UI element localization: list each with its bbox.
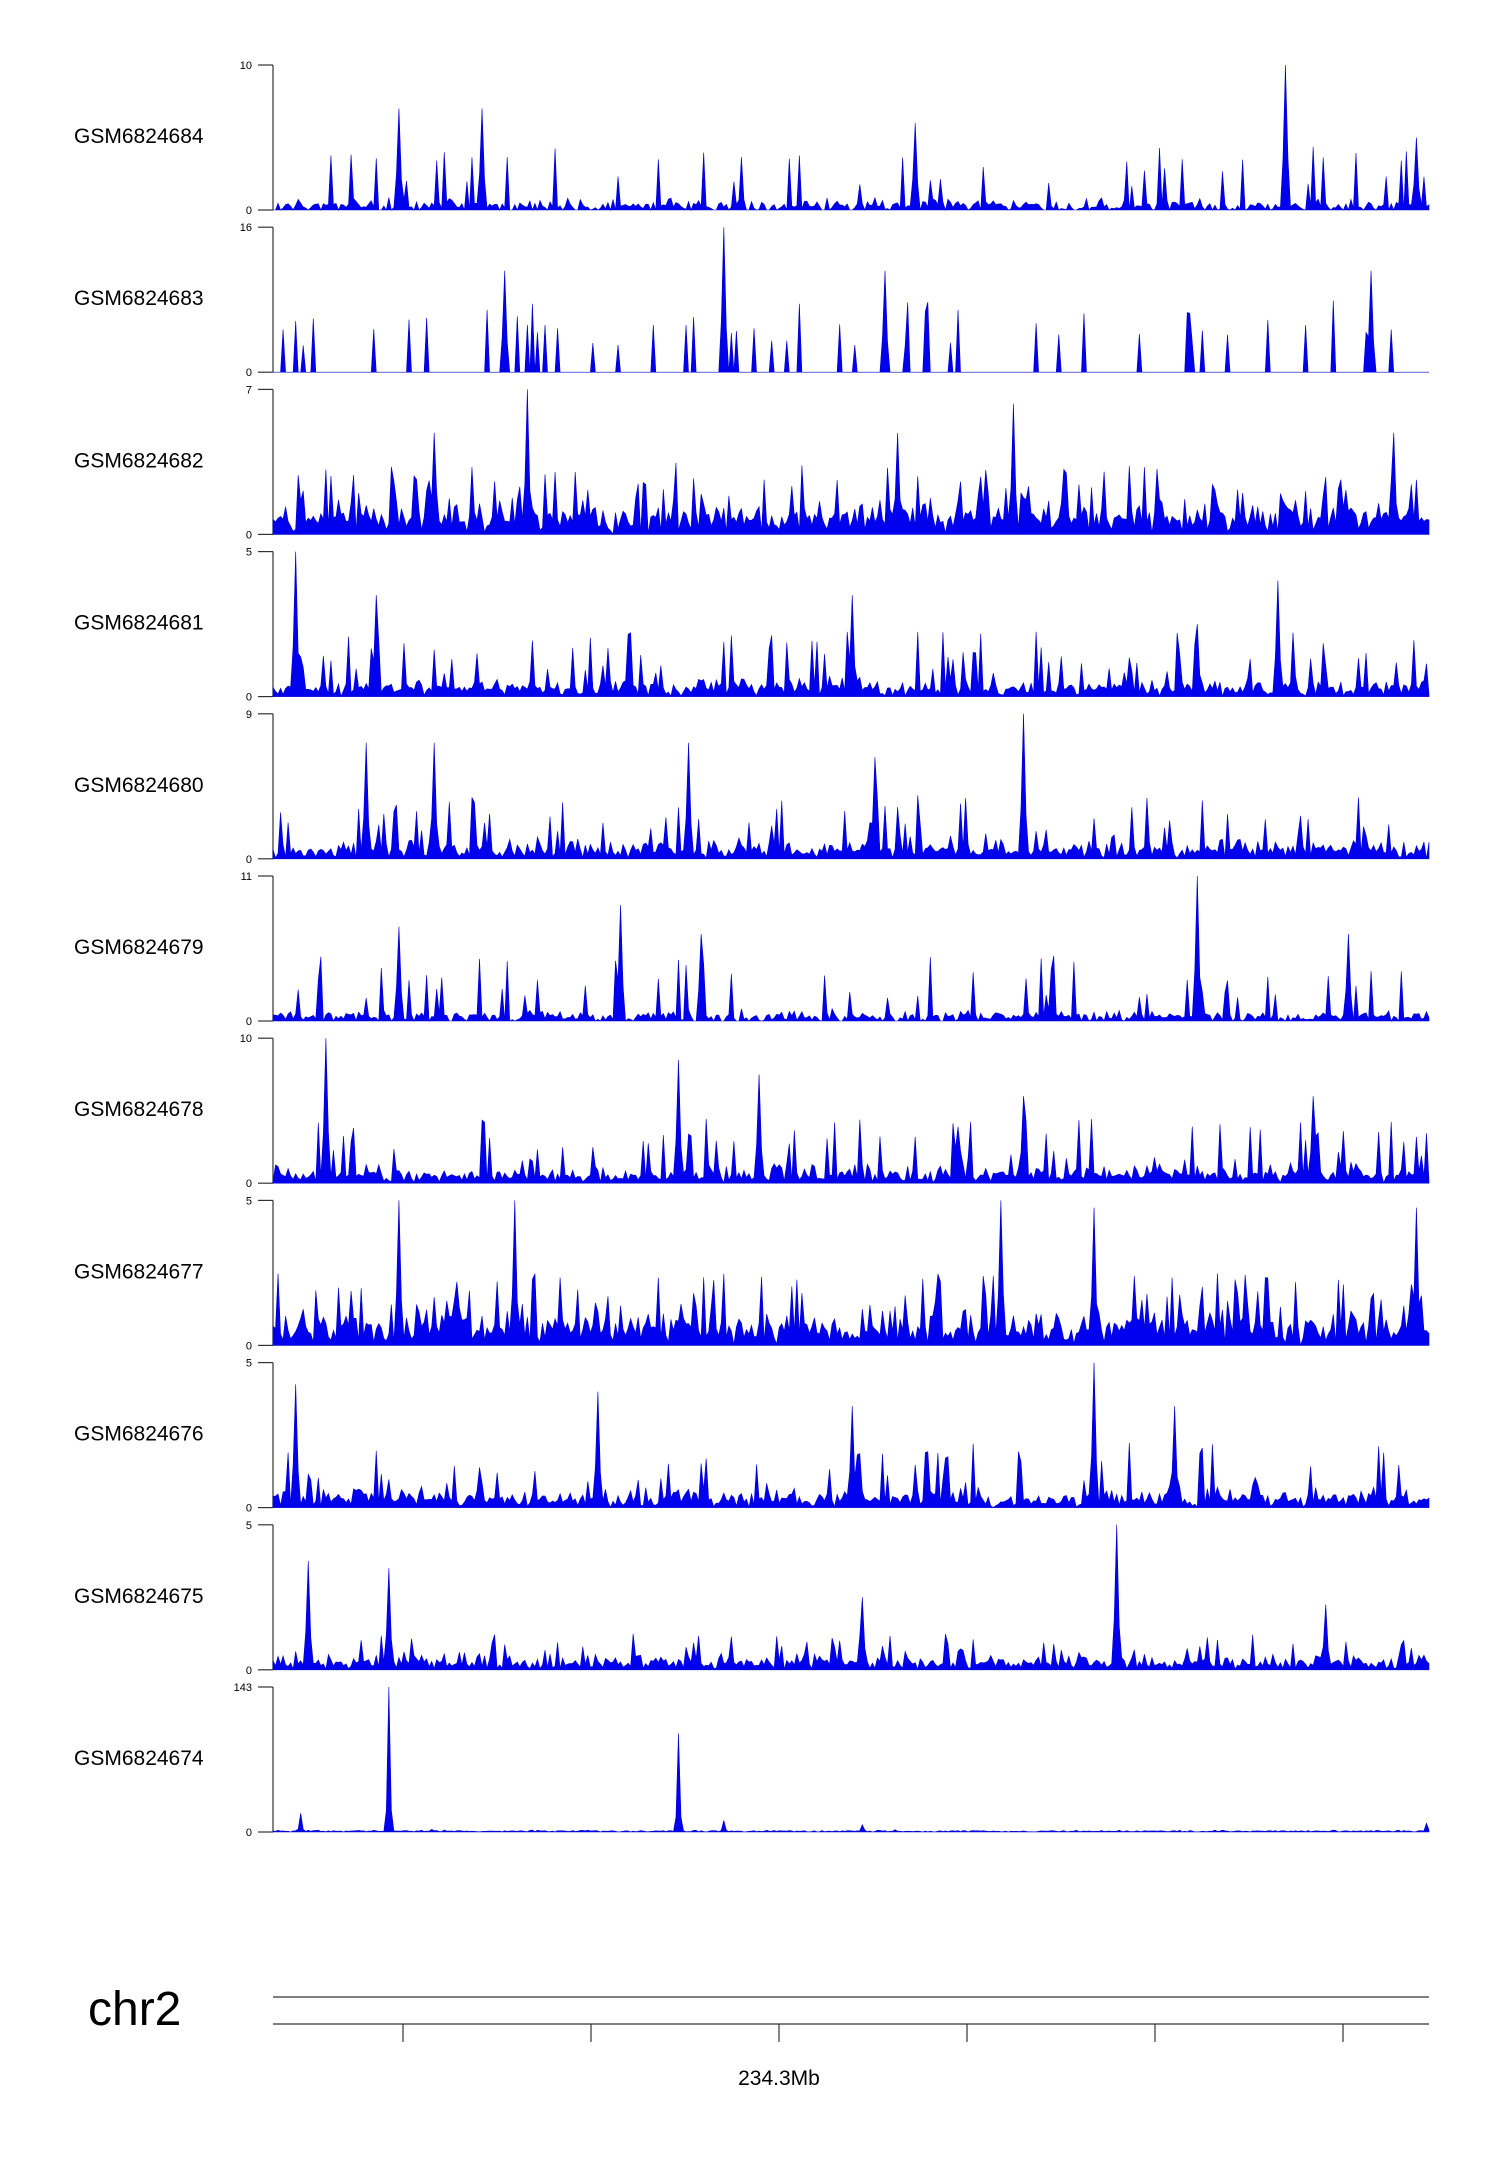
y-min-tick-label: 0 <box>246 205 252 217</box>
y-max-tick-label: 5 <box>246 1358 252 1370</box>
ruler-ticks <box>402 2024 1344 2042</box>
y-min-tick-label: 0 <box>246 1665 252 1677</box>
y-max-tick-label: 9 <box>246 709 252 721</box>
signal-area-GSM6824675 <box>272 1524 1430 1671</box>
y-min-tick-label: 0 <box>246 854 252 866</box>
y-min-tick-label: 0 <box>246 367 252 379</box>
signal-area-GSM6824679 <box>272 875 1430 1023</box>
y-max-tick-label: 11 <box>241 871 252 883</box>
track-GSM6824678: GSM6824678 10 0 <box>74 1033 1430 1190</box>
y-min-tick-label: 0 <box>246 1178 252 1190</box>
y-max-tick-label: 143 <box>234 1682 252 1694</box>
track-label: GSM6824675 <box>74 1585 204 1608</box>
chromosome-label: chr2 <box>88 1983 181 2036</box>
y-max-tick-label: 16 <box>240 222 252 234</box>
track-label: GSM6824682 <box>74 449 204 472</box>
track-GSM6824684: GSM6824684 10 0 <box>74 60 1430 217</box>
signal-area-GSM6824677 <box>272 1200 1430 1346</box>
track-GSM6824679: GSM6824679 11 0 <box>74 871 1430 1028</box>
position-label: 234.3Mb <box>738 2067 820 2090</box>
y-max-tick-label: 5 <box>246 1195 252 1207</box>
track-label: GSM6824674 <box>74 1747 204 1770</box>
y-max-tick-label: 10 <box>240 60 252 72</box>
y-min-tick-label: 0 <box>246 1016 252 1028</box>
chromosome-ruler: chr2 234.3Mb <box>88 1983 1429 2090</box>
y-min-tick-label: 0 <box>246 692 252 704</box>
track-label: GSM6824680 <box>74 774 204 797</box>
signal-area-GSM6824684 <box>273 64 1430 212</box>
signal-area-GSM6824676 <box>272 1362 1430 1508</box>
signal-area-GSM6824682 <box>272 389 1430 535</box>
track-label: GSM6824678 <box>74 1098 204 1121</box>
track-label: GSM6824684 <box>74 125 204 148</box>
signal-area-GSM6824678 <box>272 1038 1430 1185</box>
y-min-tick-label: 0 <box>246 1503 252 1515</box>
track-label: GSM6824676 <box>74 1423 204 1446</box>
y-max-tick-label: 10 <box>240 1033 252 1045</box>
signal-area-GSM6824681 <box>272 551 1430 698</box>
track-label: GSM6824681 <box>74 612 204 635</box>
y-max-tick-label: 5 <box>246 1520 252 1532</box>
track-GSM6824677: GSM6824677 5 0 <box>74 1195 1430 1352</box>
signal-area-GSM6824674 <box>272 1686 1430 1833</box>
tracks-group: GSM6824684100GSM6824683160GSM682468270GS… <box>74 60 1430 1839</box>
y-min-tick-label: 0 <box>246 529 252 541</box>
y-min-tick-label: 0 <box>246 1827 252 1839</box>
track-label: GSM6824677 <box>74 1260 204 1283</box>
track-GSM6824674: GSM6824674 143 0 <box>74 1682 1430 1839</box>
signal-area-GSM6824680 <box>272 713 1430 860</box>
track-label: GSM6824683 <box>74 287 204 310</box>
track-GSM6824682: GSM6824682 7 0 <box>74 384 1430 541</box>
signal-area-GSM6824683 <box>273 227 1429 373</box>
track-GSM6824675: GSM6824675 5 0 <box>74 1520 1430 1677</box>
track-GSM6824683: GSM6824683 16 0 <box>74 222 1429 379</box>
track-GSM6824680: GSM6824680 9 0 <box>74 709 1430 866</box>
track-GSM6824681: GSM6824681 5 0 <box>74 547 1430 704</box>
y-max-tick-label: 7 <box>246 384 252 396</box>
y-max-tick-label: 5 <box>246 547 252 559</box>
track-GSM6824676: GSM6824676 5 0 <box>74 1358 1430 1515</box>
track-label: GSM6824679 <box>74 936 204 959</box>
y-min-tick-label: 0 <box>246 1340 252 1352</box>
